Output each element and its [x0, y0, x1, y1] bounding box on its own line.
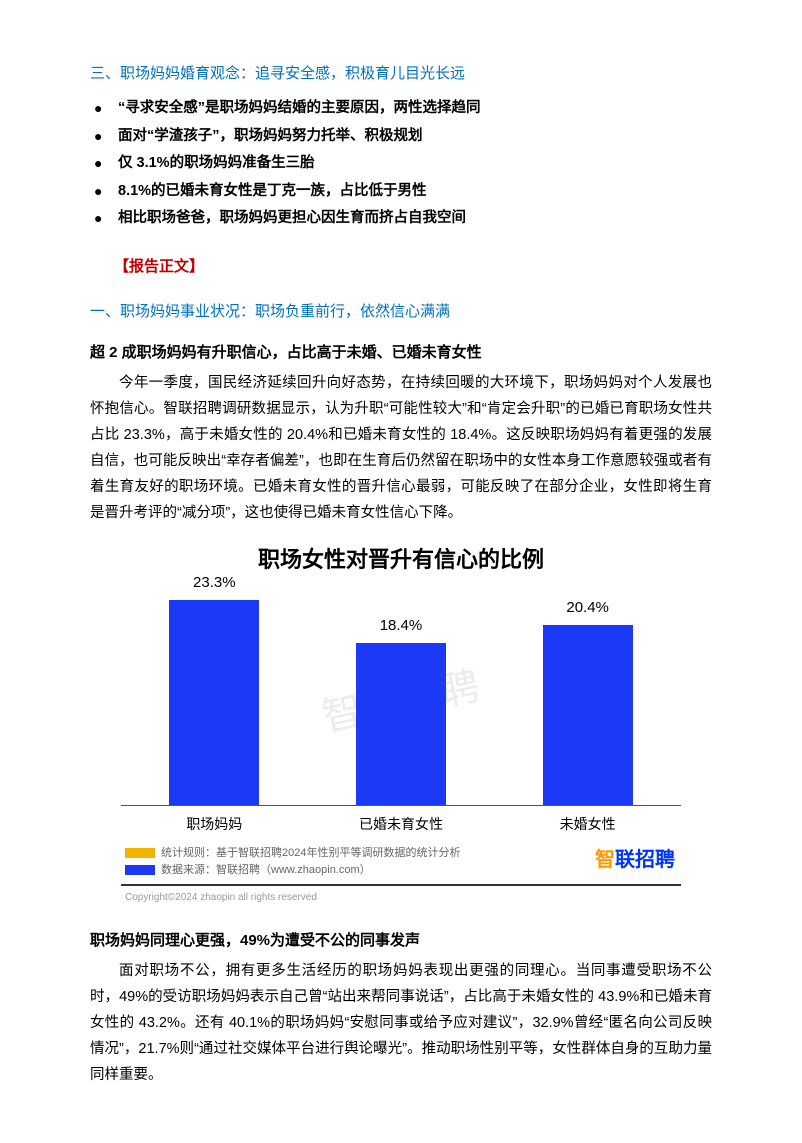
chart-bar-value-label: 18.4% [380, 612, 423, 639]
chart-copyright: Copyright©2024 zhaopin all rights reserv… [121, 889, 681, 907]
paragraph-title: 职场妈妈同理心更强，49%为遭受不公的同事发声 [90, 927, 712, 954]
report-body-label: 【报告正文】 [114, 253, 712, 280]
chart-bar [543, 625, 633, 805]
bullet-item: 面对“学渣孩子”，职场妈妈努力托举、积极规划 [90, 123, 712, 151]
chart-category-label: 已婚未育女性 [308, 812, 495, 837]
chart-brand-logo: 智联招聘 [595, 842, 675, 878]
chart-bar-column: 20.4% [494, 594, 681, 805]
chart-bar-column: 23.3% [121, 569, 308, 805]
chart-plot-area: 智联招聘 23.3%18.4%20.4% [121, 586, 681, 806]
section-3-bullets: “寻求安全感”是职场妈妈结婚的主要原因，两性选择趋同 面对“学渣孩子”，职场妈妈… [90, 95, 712, 233]
paragraph-body: 今年一季度，国民经济延续回升向好态势，在持续回暖的大环境下，职场妈妈对个人发展也… [90, 370, 712, 527]
legend-swatch-rule [125, 848, 155, 858]
chart-bar-value-label: 23.3% [193, 569, 236, 596]
chart-bar [169, 600, 259, 805]
chart-footer: 统计规则：基于智联招聘2024年性别平等调研数据的统计分析 数据来源：智联招聘（… [121, 837, 681, 886]
section-3-heading: 三、职场妈妈婚育观念：追寻安全感，积极育儿目光长远 [90, 60, 712, 87]
bullet-item: “寻求安全感”是职场妈妈结婚的主要原因，两性选择趋同 [90, 95, 712, 123]
paragraph-title: 超 2 成职场妈妈有升职信心，占比高于未婚、已婚未育女性 [90, 339, 712, 366]
chart-category-label: 未婚女性 [494, 812, 681, 837]
brand-zhi: 智 [595, 849, 615, 871]
bullet-item: 8.1%的已婚未育女性是丁克一族，占比低于男性 [90, 178, 712, 206]
bar-chart: 职场女性对晋升有信心的比例 智联招聘 23.3%18.4%20.4% 职场妈妈已… [121, 540, 681, 907]
section-1-heading: 一、职场妈妈事业状况：职场负重前行，依然信心满满 [90, 298, 712, 325]
chart-bars-row: 23.3%18.4%20.4% [121, 586, 681, 805]
legend-source-text: 数据来源：智联招聘（www.zhaopin.com） [161, 862, 371, 879]
legend-rule-text: 统计规则：基于智联招聘2024年性别平等调研数据的统计分析 [161, 845, 460, 862]
document-page: 三、职场妈妈婚育观念：追寻安全感，积极育儿目光长远 “寻求安全感”是职场妈妈结婚… [0, 0, 802, 1143]
paragraph-body: 面对职场不公，拥有更多生活经历的职场妈妈表现出更强的同理心。当同事遭受职场不公时… [90, 958, 712, 1088]
chart-bar-column: 18.4% [308, 612, 495, 805]
bullet-item: 仅 3.1%的职场妈妈准备生三胎 [90, 150, 712, 178]
legend-swatch-source [125, 865, 155, 875]
chart-bar-value-label: 20.4% [566, 594, 609, 621]
bullet-item: 相比职场爸爸，职场妈妈更担心因生育而挤占自我空间 [90, 205, 712, 233]
brand-rest: 联招聘 [615, 849, 675, 871]
chart-bar [356, 643, 446, 805]
chart-category-row: 职场妈妈已婚未育女性未婚女性 [121, 812, 681, 837]
chart-category-label: 职场妈妈 [121, 812, 308, 837]
